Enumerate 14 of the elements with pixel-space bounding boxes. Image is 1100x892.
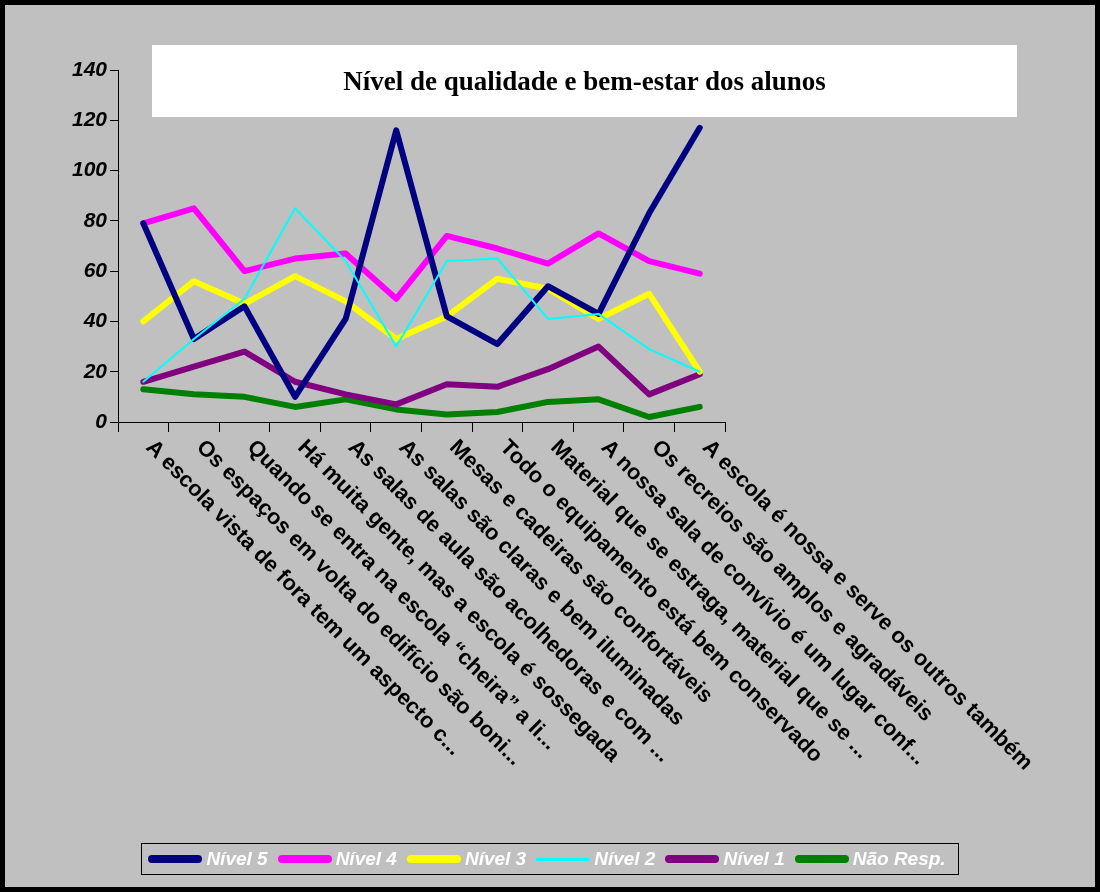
legend-label: Nível 4 xyxy=(335,848,397,870)
legend-label: Nível 1 xyxy=(723,848,785,870)
legend-label: Nível 5 xyxy=(206,848,268,870)
y-tick-label: 140 xyxy=(71,56,108,80)
y-tick-label: 100 xyxy=(71,157,108,181)
y-tick-label: 60 xyxy=(83,257,108,281)
y-tick-label: 0 xyxy=(95,408,108,432)
y-tick-label: 20 xyxy=(82,358,108,382)
y-tick-label: 120 xyxy=(71,107,108,131)
legend-label: Nível 3 xyxy=(464,848,527,870)
legend-label: Nível 2 xyxy=(594,848,656,870)
y-tick-label: 80 xyxy=(83,207,108,231)
y-tick-label: 40 xyxy=(82,308,108,332)
legend-label: Não Resp. xyxy=(852,848,946,870)
